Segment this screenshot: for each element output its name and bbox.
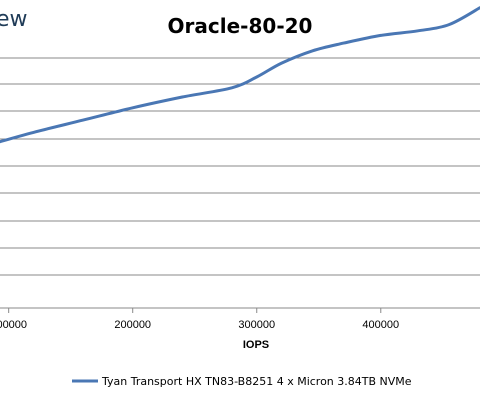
series-line-1	[0, 6, 480, 144]
x-axis-label: IOPS	[243, 339, 269, 351]
series-group	[0, 6, 480, 144]
gridlines	[0, 57, 480, 276]
x-tick-label-300000: 300000	[238, 319, 275, 331]
x-tick-label-200000: 200000	[114, 319, 151, 331]
logo-text-fragment: ew	[0, 7, 28, 32]
chart-title: Oracle-80-20	[168, 14, 313, 38]
legend-label: Tyan Transport HX TN83-B8251 4 x Micron …	[101, 375, 412, 388]
x-axis-ticks: 100000 200000 300000 400000	[0, 308, 399, 331]
x-tick-label-400000: 400000	[362, 319, 399, 331]
x-tick-label-100000: 100000	[0, 319, 27, 331]
